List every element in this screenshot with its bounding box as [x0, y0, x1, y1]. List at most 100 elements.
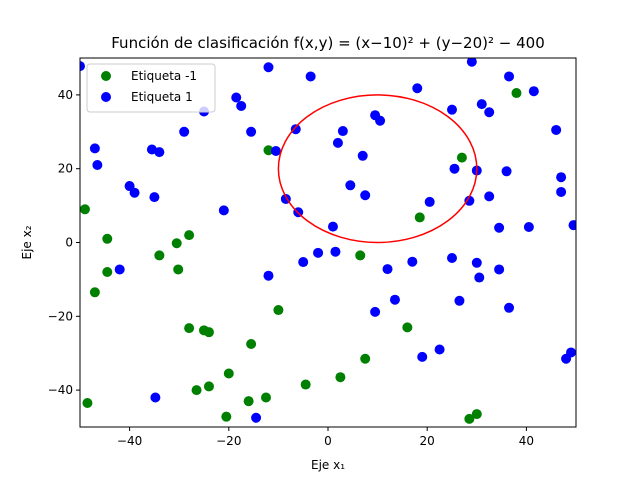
- point-series0-26: [414, 212, 425, 223]
- point-series1-26: [337, 126, 348, 137]
- point-series1-23: [313, 247, 324, 258]
- point-series0-21: [300, 379, 311, 390]
- x-tick-label-3: 20: [420, 434, 435, 448]
- point-series1-19: [290, 124, 301, 135]
- x-axis-label: Eje x₁: [311, 458, 345, 472]
- data-points: [80, 58, 576, 424]
- point-series1-50: [476, 99, 487, 110]
- chart-title: Función de clasificación f(x,y) = (x−10)…: [111, 34, 545, 52]
- point-series0-22: [335, 372, 346, 383]
- point-series1-37: [370, 306, 381, 317]
- point-series1-0: [80, 61, 85, 72]
- point-series1-46: [466, 58, 477, 67]
- y-tick-label-3: 20: [58, 162, 73, 176]
- legend-label-etiqueta-1: Etiqueta 1: [131, 90, 193, 104]
- point-series1-35: [407, 256, 418, 267]
- point-series0-12: [191, 385, 202, 396]
- point-series0-29: [471, 409, 482, 420]
- point-series0-2: [102, 267, 113, 278]
- point-series1-32: [330, 246, 341, 257]
- y-tick-label-2: 0: [65, 236, 73, 250]
- point-series1-59: [528, 86, 539, 97]
- point-series1-33: [382, 264, 393, 275]
- point-series1-24: [327, 221, 338, 232]
- legend: Etiqueta -1 Etiqueta 1: [86, 63, 216, 113]
- point-series0-7: [173, 264, 184, 275]
- point-series1-45: [464, 195, 475, 206]
- y-axis-label: Eje x₂: [20, 225, 34, 259]
- point-series1-39: [412, 83, 423, 94]
- point-series0-6: [184, 230, 195, 241]
- point-series1-60: [551, 124, 562, 135]
- point-series0-23: [360, 353, 371, 364]
- x-tick-label-2: 0: [324, 434, 332, 448]
- point-series1-52: [484, 191, 495, 202]
- point-series1-22: [298, 257, 309, 268]
- legend-label-etiqueta-neg1: Etiqueta -1: [131, 69, 197, 83]
- point-series1-51: [484, 107, 495, 118]
- point-series1-40: [434, 344, 445, 355]
- point-series1-36: [417, 351, 428, 362]
- point-series0-17: [221, 411, 232, 422]
- point-series0-0: [80, 204, 90, 215]
- point-series0-24: [355, 250, 366, 261]
- legend-marker-etiqueta-neg1: [101, 71, 111, 81]
- legend-marker-etiqueta-1: [101, 92, 111, 102]
- point-series0-28: [464, 413, 475, 424]
- point-series0-20: [273, 305, 284, 316]
- point-series1-49: [474, 272, 485, 283]
- point-series1-28: [357, 150, 368, 161]
- point-series0-5: [171, 238, 182, 249]
- point-series1-15: [218, 205, 229, 216]
- point-series1-8: [231, 92, 242, 103]
- point-series0-3: [89, 287, 100, 298]
- x-axis-ticks: −40 −20 0 20 40: [117, 427, 534, 448]
- y-tick-label-4: 40: [58, 88, 73, 102]
- point-series0-4: [154, 250, 165, 261]
- point-series1-25: [332, 137, 343, 148]
- point-series0-15: [243, 396, 254, 407]
- point-series1-67: [251, 412, 262, 423]
- point-series1-65: [568, 220, 576, 231]
- x-tick-label-4: 40: [519, 434, 534, 448]
- point-series1-54: [494, 264, 505, 275]
- point-series1-1: [263, 62, 274, 73]
- decision-boundary: [277, 94, 478, 244]
- point-series1-31: [375, 115, 386, 126]
- point-series0-14: [223, 368, 234, 379]
- point-series1-56: [504, 71, 515, 82]
- y-tick-label-1: −20: [48, 309, 73, 323]
- point-series1-6: [179, 126, 190, 137]
- point-series0-13: [203, 381, 214, 392]
- y-axis-ticks: −40 −20 0 20 40: [48, 88, 80, 397]
- point-series1-18: [305, 71, 316, 82]
- point-series1-58: [523, 222, 534, 232]
- point-series1-55: [501, 166, 512, 177]
- point-series1-42: [449, 163, 460, 174]
- point-series1-61: [556, 172, 567, 183]
- point-series1-41: [447, 104, 457, 115]
- point-series1-9: [236, 100, 247, 111]
- y-tick-label-0: −40: [48, 383, 73, 397]
- point-series1-2: [89, 143, 100, 154]
- point-series0-11: [246, 338, 257, 349]
- point-series1-62: [556, 186, 567, 197]
- point-series1-66: [150, 392, 161, 403]
- point-series0-8: [184, 323, 195, 334]
- point-series1-14: [149, 192, 160, 203]
- point-series1-57: [504, 302, 515, 313]
- point-series0-25: [402, 322, 413, 333]
- point-series1-27: [345, 180, 356, 191]
- point-series1-38: [424, 196, 435, 207]
- point-series0-30: [511, 88, 522, 99]
- point-series1-48: [471, 257, 482, 268]
- point-series1-53: [494, 222, 505, 233]
- point-series1-3: [92, 160, 103, 171]
- point-series1-11: [270, 145, 281, 156]
- x-tick-label-1: −20: [216, 434, 241, 448]
- point-series1-13: [129, 187, 140, 198]
- point-series0-18: [82, 398, 93, 409]
- point-series1-44: [454, 295, 465, 306]
- point-series0-16: [261, 392, 271, 403]
- legend-box: [86, 63, 216, 113]
